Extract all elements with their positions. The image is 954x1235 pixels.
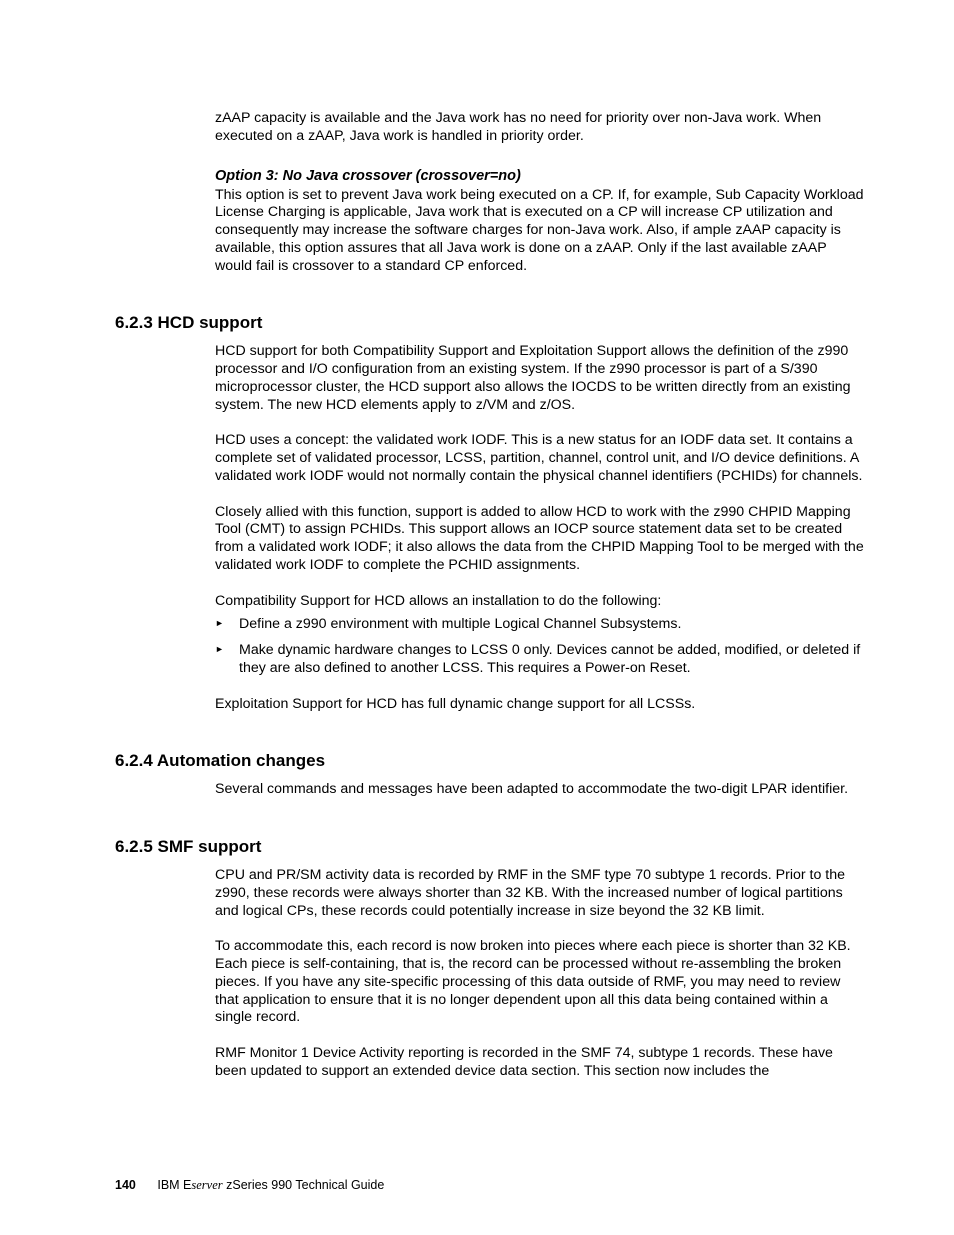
footer: 140 IBM Eserver zSeries 990 Technical Gu…	[115, 1178, 384, 1193]
footer-title: zSeries 990 Technical Guide	[223, 1178, 385, 1192]
intro-p1: zAAP capacity is available and the Java …	[215, 110, 864, 146]
s623-bullets: Define a z990 environment with multiple …	[215, 616, 864, 677]
s623-p4: Compatibility Support for HCD allows an …	[215, 593, 864, 611]
intro-block: zAAP capacity is available and the Java …	[215, 110, 864, 275]
section-623-heading: 6.2.3 HCD support	[115, 313, 864, 333]
s625-p2: To accommodate this, each record is now …	[215, 938, 864, 1027]
footer-brand-server: server	[191, 1178, 222, 1192]
s625-p1: CPU and PR/SM activity data is recorded …	[215, 867, 864, 920]
s623-bullet-2: Make dynamic hardware changes to LCSS 0 …	[215, 642, 864, 678]
section-625-heading: 6.2.5 SMF support	[115, 837, 864, 857]
footer-brand-pre: IBM	[157, 1178, 183, 1192]
s623-p3: Closely allied with this function, suppo…	[215, 504, 864, 575]
section-624-body: Several commands and messages have been …	[215, 781, 864, 799]
option3-p1: This option is set to prevent Java work …	[215, 187, 864, 276]
page: zAAP capacity is available and the Java …	[0, 0, 954, 1235]
page-number: 140	[115, 1178, 136, 1192]
s623-p2: HCD uses a concept: the validated work I…	[215, 432, 864, 485]
s623-bullet-1: Define a z990 environment with multiple …	[215, 616, 864, 634]
option3-heading: Option 3: No Java crossover (crossover=n…	[215, 168, 864, 184]
s623-p1: HCD support for both Compatibility Suppo…	[215, 343, 864, 414]
section-623-body: HCD support for both Compatibility Suppo…	[215, 343, 864, 713]
section-625-body: CPU and PR/SM activity data is recorded …	[215, 867, 864, 1081]
s625-p3: RMF Monitor 1 Device Activity reporting …	[215, 1045, 864, 1081]
section-624-heading: 6.2.4 Automation changes	[115, 751, 864, 771]
s624-p1: Several commands and messages have been …	[215, 781, 864, 799]
s623-p5: Exploitation Support for HCD has full dy…	[215, 696, 864, 714]
